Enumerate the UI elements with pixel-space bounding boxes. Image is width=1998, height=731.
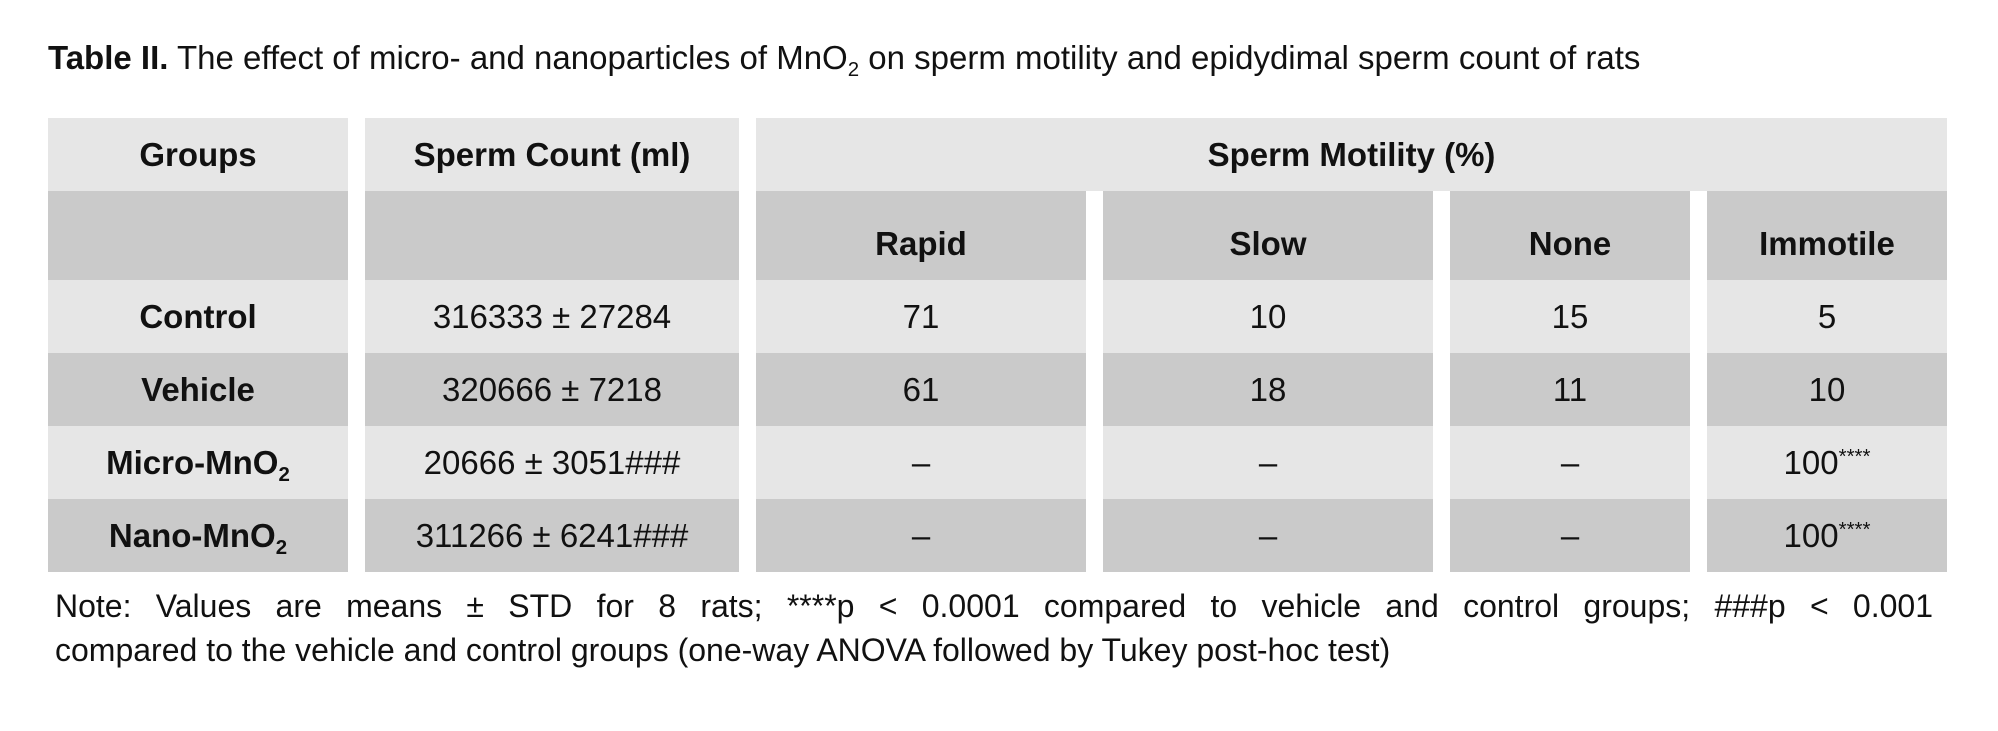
row-count: 20666 ± 3051### <box>365 426 739 499</box>
row-count: 316333 ± 27284 <box>365 280 739 353</box>
row-slow: – <box>1103 426 1433 499</box>
subheader-row: Rapid Slow None Immotile <box>48 191 1947 280</box>
row-group: Control <box>48 280 348 353</box>
row-immotile: 100**** <box>1707 426 1947 499</box>
row-group: Vehicle <box>48 353 348 426</box>
caption-subscript: 2 <box>847 58 860 82</box>
subheader-blank-groups <box>48 191 348 280</box>
row-none: 11 <box>1450 353 1690 426</box>
header-sperm-motility: Sperm Motility (%) <box>756 118 1947 191</box>
table-row: Control 316333 ± 27284 71 10 15 5 <box>48 280 1947 353</box>
caption-text: The effect of micro- and nanoparticles o… <box>168 39 848 76</box>
row-none: – <box>1450 499 1690 572</box>
table-row: Nano-MnO2 311266 ± 6241### – – – 100**** <box>48 499 1947 572</box>
row-count: 311266 ± 6241### <box>365 499 739 572</box>
table-row: Vehicle 320666 ± 7218 61 18 11 10 <box>48 353 1947 426</box>
results-table: Groups Sperm Count (ml) Sperm Motility (… <box>31 118 1964 572</box>
caption-text-end: on sperm motility and epidydimal sperm c… <box>859 39 1641 76</box>
row-group: Nano-MnO2 <box>48 499 348 572</box>
table-row: Micro-MnO2 20666 ± 3051### – – – 100**** <box>48 426 1947 499</box>
header-immotile: Immotile <box>1707 191 1947 280</box>
row-rapid: 61 <box>756 353 1086 426</box>
row-slow: 10 <box>1103 280 1433 353</box>
row-slow: – <box>1103 499 1433 572</box>
row-none: – <box>1450 426 1690 499</box>
row-immotile: 100**** <box>1707 499 1947 572</box>
row-count: 320666 ± 7218 <box>365 353 739 426</box>
row-slow: 18 <box>1103 353 1433 426</box>
header-none: None <box>1450 191 1690 280</box>
table-note: Note: Values are means ± STD for 8 rats;… <box>55 584 1933 672</box>
row-none: 15 <box>1450 280 1690 353</box>
row-rapid: 71 <box>756 280 1086 353</box>
header-sperm-count: Sperm Count (ml) <box>365 118 739 191</box>
row-group: Micro-MnO2 <box>48 426 348 499</box>
caption-label: Table II. <box>48 39 169 76</box>
row-rapid: – <box>756 426 1086 499</box>
row-rapid: – <box>756 499 1086 572</box>
header-groups: Groups <box>48 118 348 191</box>
row-immotile: 5 <box>1707 280 1947 353</box>
note-line-2: compared to the vehicle and control grou… <box>55 632 1391 668</box>
row-immotile: 10 <box>1707 353 1947 426</box>
header-row: Groups Sperm Count (ml) Sperm Motility (… <box>48 118 1947 191</box>
note-line-1: Note: Values are means ± STD for 8 rats;… <box>55 588 1933 624</box>
subheader-blank-count <box>365 191 739 280</box>
header-rapid: Rapid <box>756 191 1086 280</box>
header-slow: Slow <box>1103 191 1433 280</box>
table-caption: Table II. The effect of micro- and nanop… <box>48 38 1641 82</box>
